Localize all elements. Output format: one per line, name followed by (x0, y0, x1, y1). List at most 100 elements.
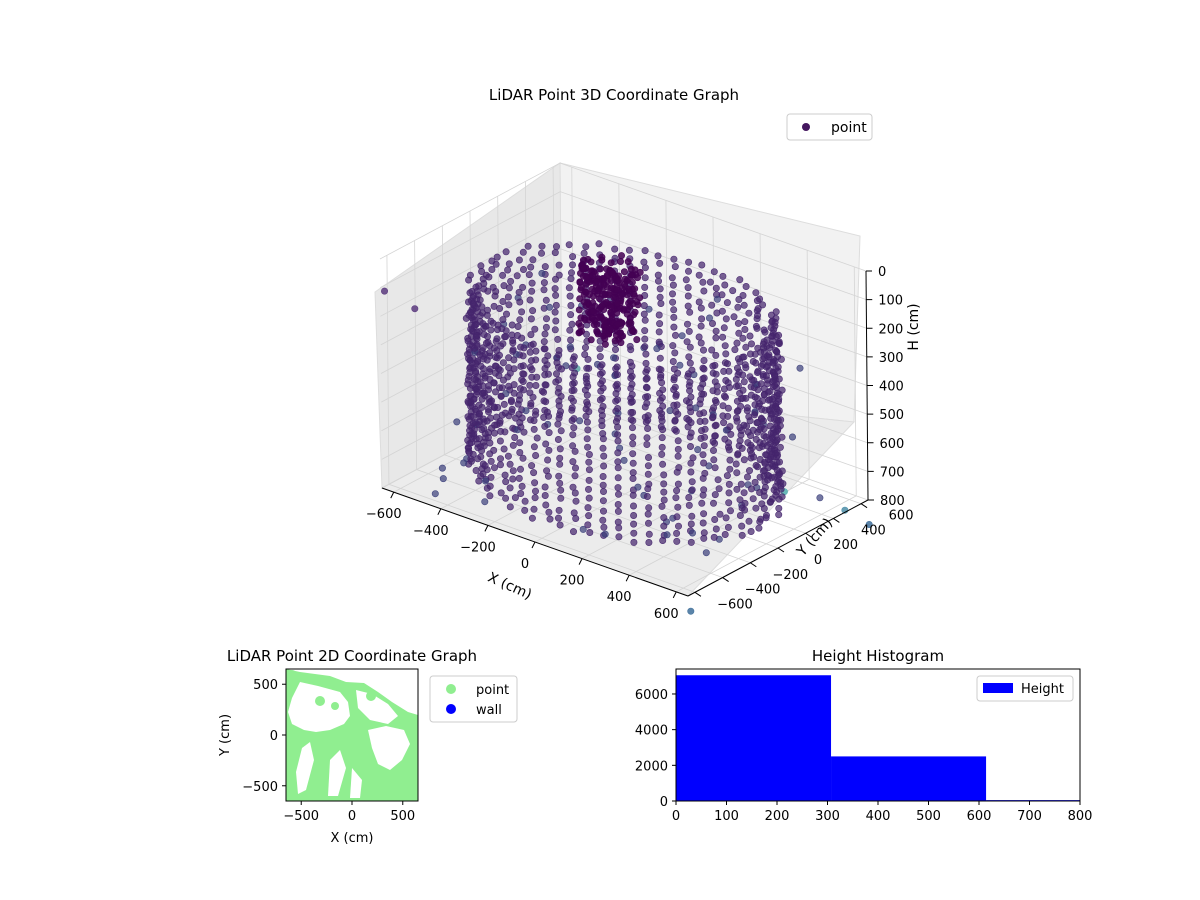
plot3d-point (656, 320, 664, 328)
plot3d-point (585, 476, 593, 484)
plot3d-point (669, 357, 677, 365)
plot3d-point (629, 469, 637, 477)
plot3d-point (746, 332, 754, 340)
plot3d-point (718, 307, 726, 315)
plot3d-point (767, 498, 775, 506)
plot3d-point (557, 427, 565, 435)
plot3d-point (752, 289, 760, 297)
plot3d-point (657, 374, 665, 382)
plot3d-point (499, 271, 507, 279)
plot3d-point (656, 259, 664, 267)
tick-x-3d (672, 591, 677, 599)
plot3d-point (525, 271, 533, 279)
plot3d-point (687, 520, 695, 528)
plot3d-point (729, 287, 737, 295)
plot3d-point (658, 434, 666, 442)
plot3d-point (585, 494, 593, 502)
plot3d-zlabel: H (cm) (906, 303, 922, 350)
plot3d-point (737, 395, 745, 403)
plot3d-point (685, 493, 693, 501)
plot3d-point (544, 370, 552, 378)
plot3d-point (767, 324, 775, 332)
plot3d-point (765, 367, 773, 375)
plot3d-point (720, 385, 728, 393)
plot3d-point (700, 459, 708, 467)
tick-label-z-3d: 700 (880, 465, 905, 480)
plot3d-point (660, 488, 668, 496)
plot3d-point (766, 435, 774, 443)
plot3d-point (716, 510, 724, 518)
plot3d-point (481, 434, 489, 442)
plot3d-point (507, 277, 515, 285)
plot3d-point (504, 266, 512, 274)
plot3d-point (502, 310, 510, 318)
plot3d-point (507, 398, 515, 406)
plot3d-point (747, 383, 755, 391)
plot3d-point (743, 473, 751, 481)
plot3d-point (571, 472, 579, 480)
plot3d-point (655, 311, 663, 319)
plot2d-gap-d (296, 742, 314, 794)
plot3d-point (500, 445, 508, 453)
plot3d-point (697, 395, 705, 403)
plot3d-point (683, 338, 691, 346)
plot3d-point (582, 375, 590, 383)
plot3d-point (556, 479, 564, 487)
plot2d-gap-f (350, 768, 362, 798)
tick-label-x-3d: 200 (560, 574, 585, 589)
tick-label-y-3d: 600 (889, 509, 914, 524)
plot3d-point (599, 507, 607, 515)
plot3d-point (533, 434, 541, 442)
plot3d-point (529, 256, 537, 264)
plot3d-point (718, 291, 726, 299)
plot3d-point (551, 249, 559, 257)
plot3d-point (630, 520, 638, 528)
plot3d-point (543, 361, 551, 369)
plot3d-point (788, 433, 796, 441)
plot3d-point (643, 434, 651, 442)
plot3d-point (589, 307, 597, 315)
plot3d-point (660, 514, 668, 522)
plot3d-point (566, 326, 574, 334)
plot3d-point (587, 336, 595, 344)
plot3d-point (483, 311, 491, 319)
plot3d-point (772, 431, 780, 439)
plot3d-point (865, 520, 873, 528)
plot3d-point (735, 368, 743, 376)
plot3d-point (487, 473, 495, 481)
plot3d-point (502, 248, 510, 256)
plot3d-point (515, 256, 523, 264)
plot3d-point (684, 302, 692, 310)
plot3d-point (747, 527, 755, 535)
plot3d-point (614, 320, 622, 328)
plot3d-point (742, 282, 750, 290)
plot3d-point (616, 257, 624, 265)
plot3d-point (472, 367, 480, 375)
plot3d-point (490, 464, 498, 472)
plot3d-point (685, 382, 693, 390)
plot3d-point (684, 372, 692, 380)
plot3d-point (568, 320, 576, 328)
plot3d-point (583, 435, 591, 443)
plot3d-point (769, 337, 777, 345)
plot3d-point (642, 350, 650, 358)
plot3d-point (621, 275, 629, 283)
plot3d-point (462, 314, 470, 322)
plot3d-point (519, 283, 527, 291)
plot3d-point (773, 466, 781, 474)
plot3d-point (614, 464, 622, 472)
plot3d-point (644, 453, 652, 461)
plot3d-point (482, 339, 490, 347)
plot3d-point (700, 390, 708, 398)
plot3d-point (643, 492, 651, 500)
plot3d-point (700, 356, 708, 364)
plot3d-point (627, 265, 635, 273)
plot3d-point (504, 293, 512, 301)
tick-y-3d (750, 562, 757, 568)
plot3d-point (772, 308, 780, 316)
plot3d-point (736, 511, 744, 519)
plot3d-point (581, 316, 589, 324)
plot3d-point (473, 358, 481, 366)
plot3d-point (757, 515, 765, 523)
plot3d-point (570, 424, 578, 432)
